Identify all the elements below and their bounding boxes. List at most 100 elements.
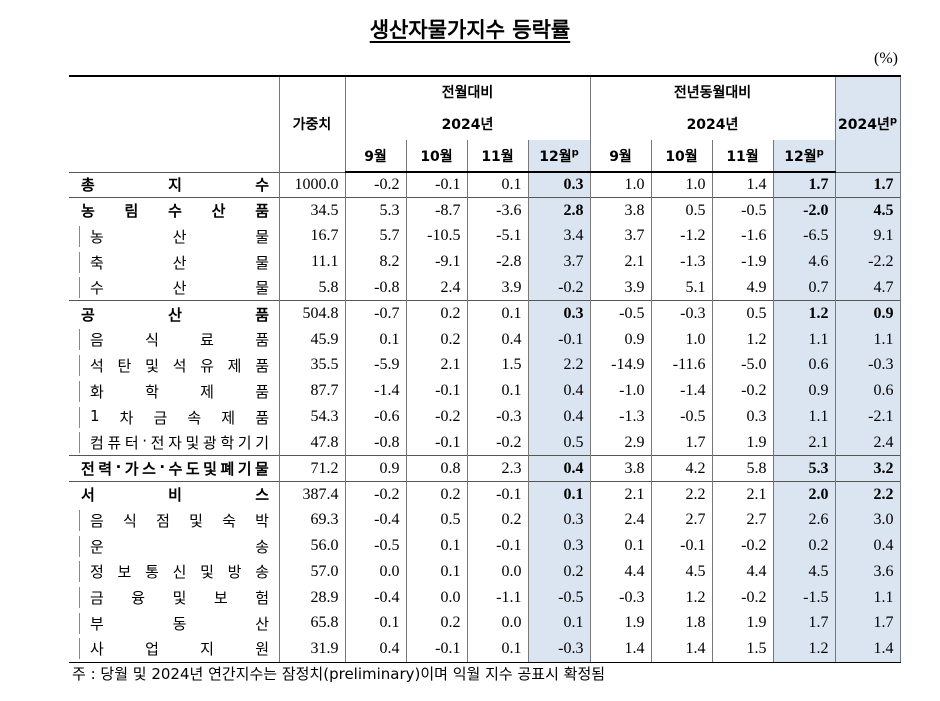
table-row: 석 탄 및 석 유 제 품 35.5 -5.9 2.1 1.5 2.2 -14.9 -11.6 -5.0 0.… [69,352,901,379]
value-cell: 1.0 [650,326,713,353]
value-cell: 1.2 [711,326,774,353]
value-cell: 0.0 [405,584,468,611]
value-cell: 2.2 [650,481,713,508]
table-row: 금 융 및 보 험 28.9 -0.4 0.0 -1.1 -0.5 -0.3 1.2 -0.2 -1.5 1… [69,584,901,611]
value-cell: -1.0 [589,378,652,405]
row-label: 전 력 · 가 스 · 수 도 및 폐 기 물 [81,458,269,479]
unit: (%) [874,50,898,67]
value-cell: 0.1 [405,558,468,585]
value-cell: 0.2 [405,300,468,327]
annual-cell: 0.9 [834,300,901,327]
value-cell: 0.7 [772,275,836,301]
value-cell: 1.8 [650,610,713,637]
value-cell: 0.2 [527,558,591,585]
annual-cell: 1.1 [834,584,901,611]
value-cell: 0.2 [772,533,836,559]
annual-cell: -0.3 [834,352,901,379]
value-cell: 2.1 [589,249,652,276]
value-cell: 2.1 [711,481,774,508]
value-cell: -8.7 [405,197,468,224]
value-cell: -1.3 [650,249,713,276]
value-cell: -5.1 [466,223,529,250]
value-cell: 1.2 [772,636,836,663]
weight-cell: 87.7 [278,378,346,405]
value-cell: -1.5 [772,584,836,611]
value-cell: -0.4 [344,507,407,534]
month-label: 12월 [784,148,817,165]
value-cell: 0.8 [405,455,468,482]
value-cell: 0.5 [711,300,774,327]
value-cell: 1.7 [650,429,713,456]
value-cell: 0.1 [466,378,529,405]
value-cell: 0.1 [344,326,407,353]
value-cell: 1.1 [772,404,836,430]
value-cell: -0.5 [527,584,591,611]
value-cell: 0.1 [466,300,529,327]
annual-cell: 3.6 [834,558,901,585]
value-cell: 0.3 [527,507,591,534]
weight-cell: 45.9 [278,326,346,353]
value-cell: 2.3 [466,455,529,482]
value-cell: 3.8 [589,455,652,482]
value-cell: -0.6 [344,404,407,430]
value-cell: 0.3 [527,300,591,327]
value-cell: -0.2 [711,584,774,611]
annual-cell: 0.4 [834,533,901,559]
weight-cell: 65.8 [278,610,346,637]
value-cell: 0.5 [527,429,591,456]
value-cell: 0.1 [589,533,652,559]
annual-cell: 2.2 [834,481,901,508]
annual-cell: 0.6 [834,378,901,405]
weight-cell: 71.2 [278,455,346,482]
table-row: 부 동 산 65.8 0.1 0.2 0.0 0.1 1.9 1.8 1.9 1.7 1.7 [69,610,901,637]
month-label: 9월 [364,148,387,165]
value-cell: 3.9 [589,275,652,301]
value-cell: -1.1 [466,584,529,611]
value-cell: 2.4 [589,507,652,534]
value-cell: 5.7 [344,223,407,250]
annual-cell: -2.1 [834,404,901,430]
value-cell: -6.5 [772,223,836,250]
value-cell: 0.9 [772,378,836,405]
value-cell: -0.2 [344,171,407,198]
prelim-mark: p [571,146,579,158]
value-cell: 2.9 [589,429,652,456]
annual-cell: 4.7 [834,275,901,301]
header-month: 9월 [589,140,652,173]
value-cell: 4.9 [711,275,774,301]
table-header: 가중치 전월대비 전년동월대비 2024년p 2024년 2024년 9월 10월… [69,75,901,173]
value-cell: 3.8 [589,197,652,224]
footnote: 주 : 당월 및 2024년 연간지수는 잠정치(preliminary)이며 … [72,665,606,683]
value-cell: 0.1 [466,171,529,198]
value-cell: 4.4 [711,558,774,585]
value-cell: 5.3 [772,455,836,482]
weight-cell: 504.8 [278,300,346,327]
value-cell: 2.2 [527,352,591,379]
value-cell: 3.7 [589,223,652,250]
month-label: 11월 [726,148,759,165]
value-cell: 1.9 [711,610,774,637]
value-cell: -3.6 [466,197,529,224]
value-cell: 5.8 [711,455,774,482]
value-cell: 2.6 [772,507,836,534]
label-cell: 전 력 · 가 스 · 수 도 및 폐 기 물 [69,455,280,482]
header-group: 전년동월대비 [589,75,836,107]
value-cell: 0.2 [405,481,468,508]
value-cell: 0.1 [405,533,468,559]
value-cell: 2.0 [772,481,836,508]
prelim-mark: p [816,146,824,158]
